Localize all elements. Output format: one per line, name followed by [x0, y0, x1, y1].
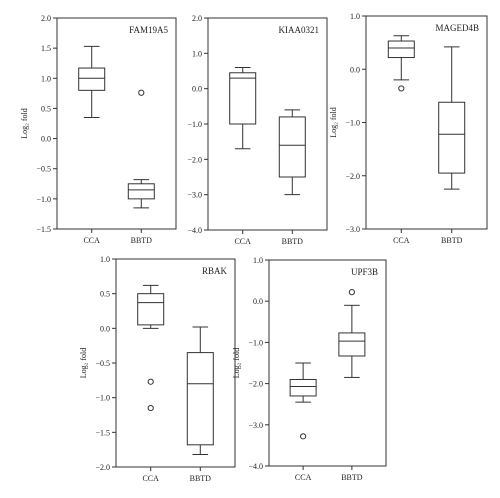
panel-3-bbtd-box — [438, 101, 466, 174]
panel-4-ytick-label: 0.5 — [100, 290, 110, 299]
panel-1-ytick-label: −1.5 — [36, 225, 51, 234]
panel-5-ytick-label: 1.0 — [253, 256, 263, 265]
panel-3-cca-box — [387, 40, 415, 59]
panel-1-frame — [56, 17, 177, 230]
panel-1-ytick-label: 1.0 — [41, 74, 51, 83]
panel-2-ytick-label: 0.0 — [192, 85, 202, 94]
panel-3-ytick-label: −1.0 — [345, 119, 360, 128]
panel-2-ytick-label: 1.0 — [192, 49, 202, 58]
panel-1-cca-box — [78, 67, 106, 91]
panel-1-ytick-label: −1.0 — [36, 195, 51, 204]
panel-4-ytick-label: −1.5 — [95, 428, 110, 437]
panel-1-ytick-label: 0.5 — [41, 104, 51, 113]
panel-1-category-label: CCA — [83, 236, 100, 245]
panel-2-bbtd-box — [278, 116, 306, 178]
panel-4-cca-box — [137, 293, 165, 326]
panel-5-bbtd-outlier — [348, 289, 355, 296]
panel-1-bbtd-outlier — [138, 89, 145, 96]
panel-5-title: UPF3B — [351, 267, 378, 277]
panel-1-ytick-label: −0.5 — [36, 165, 51, 174]
panel-3-ytick-label: 0.0 — [350, 65, 360, 74]
panel-4-ytick-label: −0.5 — [95, 359, 110, 368]
panel-1-bbtd-box — [127, 183, 155, 200]
panel-5-category-label: BBTD — [341, 473, 363, 482]
panel-2-ytick-label: −1.0 — [187, 120, 202, 129]
panel-4-cca-outlier — [147, 378, 154, 385]
panel-2-category-label: CCA — [234, 237, 251, 246]
panel-4-category-label: BBTD — [190, 474, 212, 483]
panel-5-category-label: CCA — [295, 473, 312, 482]
panel-4-ytick-label: −1.0 — [95, 394, 110, 403]
panel-4-cca-outlier — [147, 404, 154, 412]
panel-1-category-label: BBTD — [131, 236, 153, 245]
panel-2-title: KIAA0321 — [279, 25, 320, 35]
panel-5-ytick-label: −2.0 — [248, 380, 263, 389]
panel-5-ylabel: Log₂ fold — [232, 348, 241, 379]
panel-1-title: FAM19A5 — [129, 25, 168, 35]
panel-2-frame — [207, 17, 328, 231]
panel-3-category-label: CCA — [393, 236, 410, 245]
panel-1-ytick-label: 1.5 — [41, 44, 51, 53]
panel-5-cca-box — [289, 378, 317, 397]
panel-2-ytick-label: −2.0 — [187, 155, 202, 164]
panel-5-ytick-label: 0.0 — [253, 297, 263, 306]
panel-4-ytick-label: −2.0 — [95, 463, 110, 472]
panel-1-ytick-label: 2.0 — [41, 14, 51, 23]
panel-5-ytick-label: −4.0 — [248, 462, 263, 471]
panel-1-ytick-label: 0.0 — [41, 135, 51, 144]
panel-3-ytick-label: −2.0 — [345, 172, 360, 181]
panel-4-category-label: CCA — [142, 474, 159, 483]
panel-4-ytick-label: 0.0 — [100, 324, 110, 333]
panel-3-cca-outlier — [398, 85, 405, 92]
panel-3-title: MAGED4B — [435, 23, 479, 33]
panel-3-ylabel: Log₂ fold — [329, 107, 338, 138]
panel-4-ytick-label: 1.0 — [100, 255, 110, 264]
panel-5-ytick-label: −3.0 — [248, 421, 263, 430]
panel-3-ytick-label: 1.0 — [350, 12, 360, 21]
panel-4-ylabel: Log₂ fold — [79, 348, 88, 379]
panel-4-bbtd-box — [186, 352, 214, 446]
panel-3-ytick-label: −3.0 — [345, 225, 360, 234]
panel-1-ylabel: Log₂ fold — [20, 108, 29, 139]
panel-2-ytick-label: −4.0 — [187, 226, 202, 235]
panel-2-ytick-label: −3.0 — [187, 191, 202, 200]
panel-2-cca-box — [229, 72, 257, 125]
panel-5-frame — [268, 259, 387, 467]
panel-2-category-label: BBTD — [282, 237, 304, 246]
panel-5-cca-outlier — [300, 433, 307, 440]
panel-2-ytick-label: 2.0 — [192, 14, 202, 23]
panel-4-title: RBAK — [202, 266, 228, 276]
panel-5-bbtd-box — [338, 332, 366, 357]
panel-3-frame — [365, 15, 488, 230]
panel-5-ytick-label: −1.0 — [248, 338, 263, 347]
panel-4-frame — [115, 258, 236, 468]
panel-3-category-label: BBTD — [441, 236, 463, 245]
